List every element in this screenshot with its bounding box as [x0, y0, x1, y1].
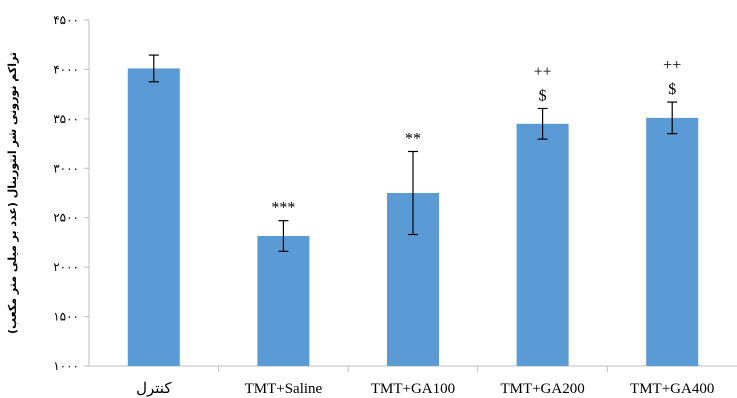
significance-mark: ++: [534, 63, 552, 80]
y-tick-label: ۱۰۰۰: [53, 359, 79, 373]
significance-mark: ++: [663, 57, 681, 74]
y-tick-label: ۴۵۰۰: [53, 13, 79, 27]
category-label: TMT+GA100: [371, 381, 455, 397]
y-tick-label: ۱۵۰۰: [53, 310, 79, 324]
y-tick-label: ۲۵۰۰: [53, 211, 79, 225]
y-tick-label: ۳۵۰۰: [53, 112, 79, 126]
bar: [257, 236, 310, 366]
category-label: کنترل: [136, 381, 172, 397]
category-label: TMT+GA400: [630, 381, 714, 397]
chart-axes: [84, 19, 737, 372]
chart-bars: [127, 68, 699, 367]
y-tick-label: ۳۰۰۰: [53, 161, 79, 175]
significance-mark: **: [405, 130, 421, 147]
category-label: TMT+GA200: [500, 381, 584, 397]
significance-mark: $: [539, 87, 547, 104]
chart-error-bars: [148, 54, 678, 252]
y-tick-label: ۴۰۰۰: [53, 62, 79, 76]
chart-significance-marks: *****$++$++: [271, 57, 681, 217]
y-axis-title: تراکم نورونی شر انتورینال (عدد بر میلی م…: [6, 52, 19, 334]
chart-category-labels: کنترل TMT+Saline TMT+GA100 TMT+GA200 TMT+GA4…: [136, 381, 714, 397]
chart-y-tick-labels: ۱۰۰۰ ۱۵۰۰ ۲۰۰۰ ۲۵۰۰ ۳۰۰۰ ۳۵۰۰ ۴۰۰۰ ۴۵۰۰: [53, 13, 79, 373]
bar: [127, 68, 180, 366]
category-label: TMT+Saline: [245, 381, 323, 397]
significance-mark: ***: [271, 200, 295, 217]
y-tick-label: ۲۰۰۰: [53, 260, 79, 274]
bar: [646, 117, 699, 367]
bar: [516, 123, 569, 366]
significance-mark: $: [668, 81, 676, 98]
